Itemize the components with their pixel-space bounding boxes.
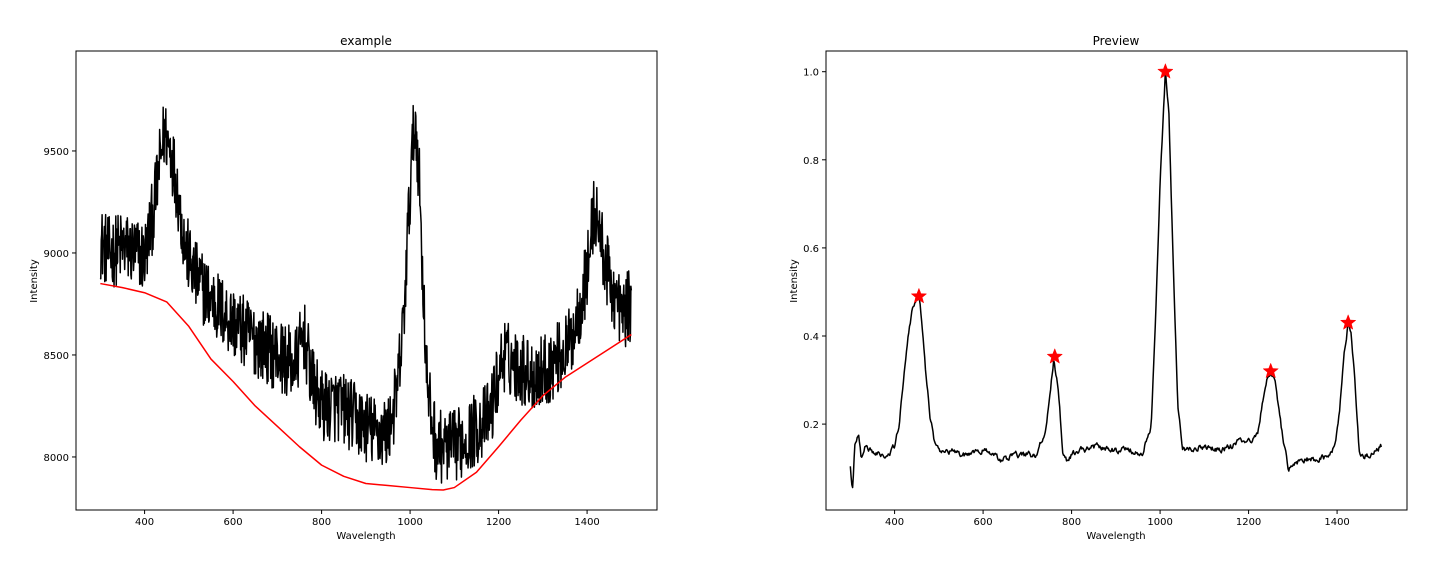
right-peak-marker — [910, 287, 928, 304]
right-peak-marker — [1157, 62, 1174, 79]
right-x-tick-label: 1000 — [1147, 517, 1172, 528]
right-y-axis-label: Intensity — [789, 259, 800, 303]
left-x-tick-label: 1200 — [486, 517, 511, 528]
left-x-ticks: 400 600 800 1000 1200 1400 — [135, 510, 600, 528]
left-y-ticks: 8000 8500 9000 9500 — [44, 147, 76, 464]
left-y-tick-label: 8500 — [44, 351, 69, 362]
right-x-tick-label: 600 — [974, 517, 993, 528]
left-x-tick-label: 600 — [224, 517, 243, 528]
left-chart: example 400 600 800 1000 1200 1400 8000 8500 90… — [29, 34, 658, 542]
left-y-tick-label: 9500 — [44, 147, 69, 158]
left-series-line-0 — [99, 104, 633, 484]
left-x-axis-label: Wavelength — [336, 531, 395, 542]
right-x-ticks: 400 600 800 1000 1200 1400 — [885, 510, 1350, 528]
left-y-axis-label: Intensity — [29, 259, 40, 303]
right-plot-area — [849, 74, 1383, 489]
right-y-tick-label: 1.0 — [803, 68, 819, 79]
right-y-tick-label: 0.6 — [803, 244, 819, 255]
right-peak-marker — [1046, 348, 1064, 364]
right-x-tick-label: 1400 — [1324, 517, 1349, 528]
right-chart: Preview 400 600 800 1000 1200 1400 0.20.40.60… — [789, 34, 1408, 542]
right-axes-frame — [825, 50, 1408, 511]
left-x-tick-label: 1000 — [397, 517, 422, 528]
left-y-tick-label: 8000 — [44, 453, 69, 464]
right-y-tick-label: 0.2 — [803, 420, 819, 431]
right-series-line-0 — [849, 74, 1383, 489]
left-series-line-1 — [100, 282, 632, 491]
right-x-tick-label: 1200 — [1236, 517, 1261, 528]
right-y-ticks: 0.2 0.4 0.6 0.8 1.0 — [803, 68, 826, 431]
right-peak-markers — [910, 62, 1357, 379]
right-y-tick-label: 0.8 — [803, 156, 819, 167]
left-chart-title: example — [340, 34, 392, 48]
right-peak-marker — [1262, 362, 1279, 379]
left-x-tick-label: 1400 — [574, 517, 599, 528]
left-plot-area — [99, 104, 633, 491]
left-axes-frame — [75, 50, 658, 511]
right-x-tick-label: 400 — [885, 517, 904, 528]
right-peak-marker — [1339, 314, 1357, 330]
left-y-tick-label: 9000 — [44, 249, 69, 260]
right-x-tick-label: 800 — [1062, 517, 1081, 528]
left-x-tick-label: 800 — [312, 517, 331, 528]
right-x-axis-label: Wavelength — [1086, 531, 1145, 542]
right-y-tick-label: 0.4 — [803, 332, 819, 343]
right-chart-title: Preview — [1093, 34, 1140, 48]
left-x-tick-label: 400 — [135, 517, 154, 528]
